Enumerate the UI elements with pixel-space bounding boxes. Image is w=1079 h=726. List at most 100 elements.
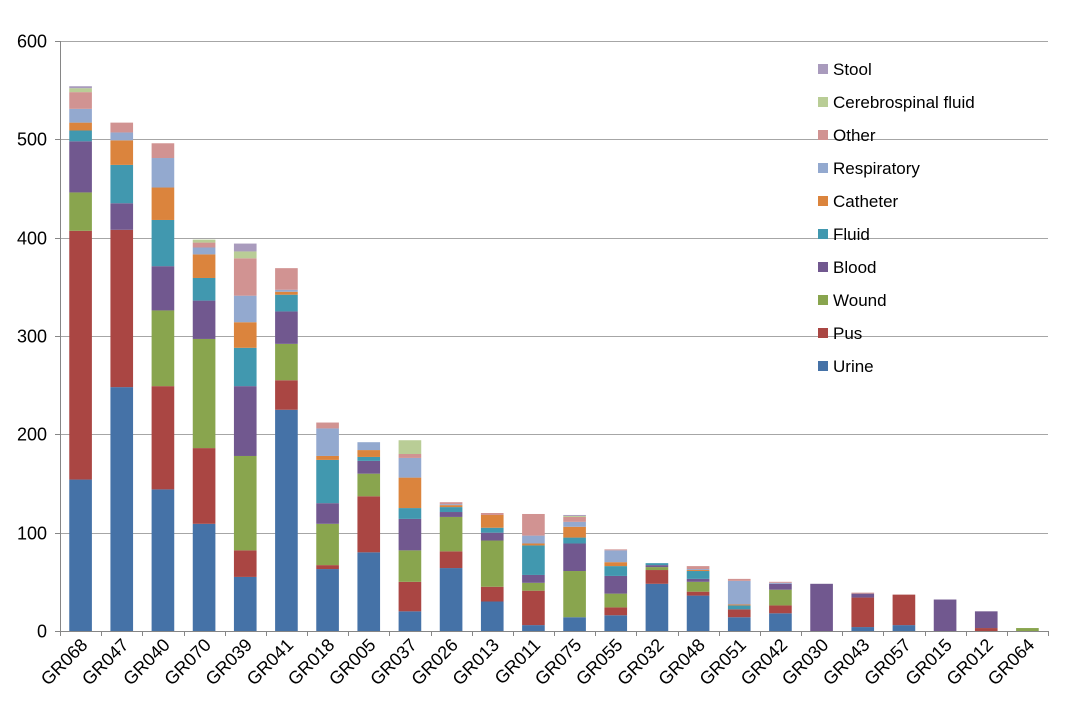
- bar-segment-GR026-wound: [439, 516, 463, 552]
- legend-label: Blood: [833, 258, 876, 277]
- bar-segment-GR037-respiratory: [398, 457, 422, 478]
- bar-segment-GR026-other: [439, 502, 463, 505]
- bar-segment-GR068-stool: [69, 86, 92, 89]
- bar-segment-GR051-other: [727, 578, 751, 581]
- bar-segment-GR011-other: [522, 513, 545, 536]
- bar-segment-GR068-cerebrospinal-fluid: [69, 88, 92, 93]
- bar-segment-GR055-other: [604, 549, 628, 551]
- bar-segment-GR005-catheter: [357, 450, 381, 457]
- bar-segment-GR039-fluid: [233, 347, 257, 387]
- bar-segment-GR075-blood: [563, 543, 586, 572]
- y-tick-label: 300: [17, 327, 47, 347]
- bar-segment-GR048-catheter: [686, 570, 710, 572]
- bar-segment-GR075-cerebrospinal-fluid: [563, 515, 586, 517]
- bar-segment-GR011-blood: [522, 574, 545, 583]
- bar-segment-GR011-respiratory: [522, 535, 545, 544]
- bar-segment-GR018-urine: [316, 569, 339, 631]
- bar-segment-GR037-pus: [398, 581, 422, 612]
- gridlines: [60, 41, 1048, 534]
- bar-segment-GR043-pus: [851, 597, 875, 628]
- y-tick-label: 0: [37, 622, 47, 642]
- bar-segment-GR068-urine: [69, 479, 92, 631]
- bar-segment-GR048-urine: [686, 595, 710, 631]
- bar-segment-GR041-pus: [275, 380, 298, 410]
- legend-swatch-cerebrospinal-fluid: [818, 97, 828, 107]
- bar-segment-GR040-urine: [151, 489, 175, 631]
- bar-segment-GR005-blood: [357, 460, 381, 474]
- bar-segment-GR005-urine: [357, 552, 381, 631]
- bar-segment-GR070-urine: [192, 523, 216, 631]
- bar-segment-GR042-other: [769, 581, 792, 583]
- legend-swatch-catheter: [818, 196, 828, 206]
- bar-segment-GR018-fluid: [316, 459, 339, 504]
- bar-segment-GR037-blood: [398, 518, 422, 551]
- bar-segment-GR039-stool: [233, 243, 257, 252]
- bar-segment-GR041-wound: [275, 343, 298, 381]
- bar-segment-GR018-catheter: [316, 455, 339, 460]
- bar-segment-GR055-blood: [604, 575, 628, 594]
- bar-segment-GR055-catheter: [604, 562, 628, 567]
- bar-segment-GR018-wound: [316, 523, 339, 566]
- legend-label: Stool: [833, 60, 872, 79]
- bar-segment-GR032-wound: [645, 567, 669, 571]
- bar-segment-GR041-catheter: [275, 291, 298, 295]
- bar-segment-GR068-respiratory: [69, 108, 92, 123]
- bar-segment-GR026-catheter: [439, 505, 463, 508]
- bar-segment-GR048-blood: [686, 578, 710, 582]
- bar-segment-GR051-urine: [727, 617, 751, 631]
- bar-segment-GR041-fluid: [275, 294, 298, 312]
- bar-segment-GR064-wound: [1016, 628, 1039, 631]
- bar-segment-GR040-pus: [151, 386, 175, 490]
- bar-segment-GR051-respiratory: [727, 580, 751, 605]
- bar-segment-GR013-fluid: [480, 527, 504, 533]
- bar-segment-GR039-pus: [233, 550, 257, 577]
- bar-segment-GR037-fluid: [398, 508, 422, 519]
- bar-segment-GR037-catheter: [398, 477, 422, 509]
- bar-segment-GR042-urine: [769, 613, 792, 631]
- bar-segment-GR026-urine: [439, 568, 463, 631]
- bar-segment-GR047-fluid: [110, 164, 134, 204]
- bar-segment-GR026-fluid: [439, 507, 463, 513]
- bar-segment-GR011-catheter: [522, 543, 545, 546]
- bar-segment-GR041-urine: [275, 409, 298, 631]
- bar-segment-GR068-wound: [69, 192, 92, 231]
- bar-segment-GR055-urine: [604, 615, 628, 631]
- y-tick-label: 500: [17, 130, 47, 150]
- x-category-label: GR064: [984, 635, 1038, 689]
- legend-label: Cerebrospinal fluid: [833, 93, 975, 112]
- legend-swatch-other: [818, 130, 828, 140]
- bar-segment-GR070-blood: [192, 300, 216, 339]
- bar-segment-GR070-respiratory: [192, 247, 216, 255]
- bar-segment-GR037-cerebrospinal-fluid: [398, 440, 422, 454]
- bar-segment-GR013-catheter: [480, 514, 504, 528]
- bar-segment-GR032-pus: [645, 570, 669, 584]
- bar-segment-GR042-wound: [769, 589, 792, 606]
- bar-segment-GR037-wound: [398, 550, 422, 582]
- bar-segment-GR070-fluid: [192, 277, 216, 301]
- bar-segment-GR040-catheter: [151, 187, 175, 220]
- bar-segment-GR013-other: [480, 513, 504, 515]
- bar-segment-GR012-blood: [974, 611, 998, 629]
- bar-segment-GR013-urine: [480, 601, 504, 631]
- bar-segment-GR018-pus: [316, 565, 339, 570]
- bar-segment-GR032-urine: [645, 583, 669, 631]
- legend-label: Wound: [833, 291, 887, 310]
- legend-label: Other: [833, 126, 876, 145]
- legend: Stool Cerebrospinal fluid Other Respiratory…: [818, 60, 975, 376]
- bar-segment-GR032-blood: [645, 565, 669, 568]
- bar-segment-GR011-fluid: [522, 545, 545, 575]
- y-tick-label: 400: [17, 229, 47, 249]
- bar-segment-GR047-other: [110, 122, 134, 133]
- bar-segment-GR018-blood: [316, 503, 339, 524]
- bar-segment-GR039-other: [233, 258, 257, 296]
- bar-segment-GR037-other: [398, 454, 422, 458]
- bar-segment-GR032-fluid: [645, 563, 669, 566]
- y-tick-label: 600: [17, 32, 47, 52]
- bar-segment-GR048-wound: [686, 581, 710, 592]
- bar-segment-GR070-other: [192, 242, 216, 248]
- bar-segment-GR047-blood: [110, 203, 134, 230]
- bar-segment-GR011-urine: [522, 625, 545, 631]
- bar-segment-GR042-blood: [769, 583, 792, 590]
- bars: [69, 86, 1039, 631]
- bar-segment-GR068-fluid: [69, 130, 92, 142]
